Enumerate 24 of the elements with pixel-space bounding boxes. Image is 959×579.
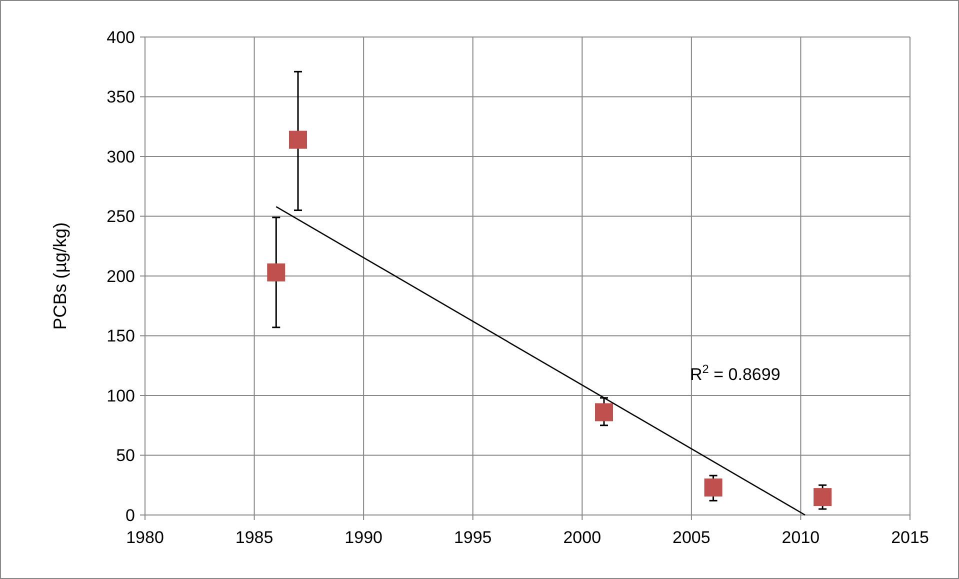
x-tick-label: 2015 bbox=[891, 528, 929, 547]
y-tick-label: 100 bbox=[106, 386, 135, 406]
point bbox=[704, 478, 722, 497]
x-tick-label: 2000 bbox=[563, 528, 602, 547]
y-tick-label: 150 bbox=[106, 326, 135, 346]
x-tick-label: 2010 bbox=[782, 528, 820, 547]
point bbox=[595, 403, 613, 422]
point bbox=[267, 263, 286, 282]
x-tick-label: 1985 bbox=[235, 528, 274, 547]
y-axis-title: PCBs (µg/kg) bbox=[50, 222, 70, 330]
y-tick-label: 400 bbox=[106, 28, 135, 47]
x-tick-label: 1990 bbox=[344, 528, 382, 547]
y-tick-label: 350 bbox=[106, 88, 135, 107]
x-tick-label: 1995 bbox=[454, 528, 492, 547]
x-tick-label: 2005 bbox=[672, 528, 710, 547]
y-tick-label: 0 bbox=[126, 506, 135, 525]
x-tick-label: 1980 bbox=[126, 528, 164, 547]
y-tick-label: 300 bbox=[106, 147, 135, 166]
y-tick-label: 50 bbox=[116, 446, 135, 466]
y-tick-label: 200 bbox=[106, 266, 135, 286]
point bbox=[814, 488, 832, 506]
y-tick-label: 250 bbox=[106, 207, 135, 226]
point bbox=[289, 130, 307, 149]
annotation: R$^{2}$ = 0.8699 bbox=[690, 362, 780, 384]
